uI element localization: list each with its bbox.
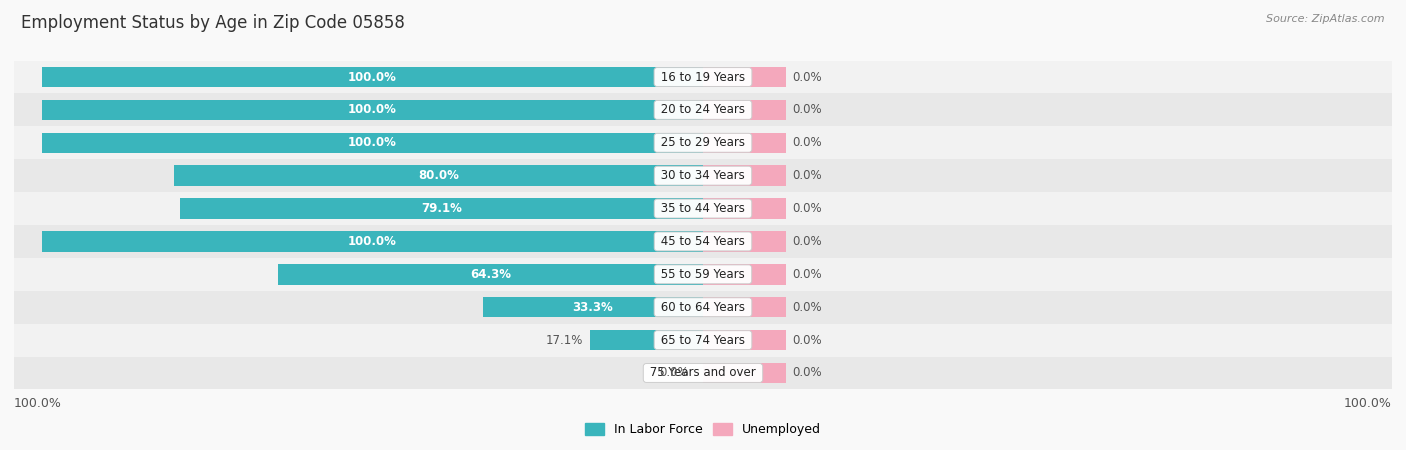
Text: 100.0%: 100.0% [1344, 396, 1392, 410]
Bar [14, 291, 1392, 324]
Bar [14, 126, 1392, 159]
Text: 35 to 44 Years: 35 to 44 Years [657, 202, 749, 215]
Bar [703, 231, 786, 252]
Text: 0.0%: 0.0% [793, 169, 823, 182]
Text: 100.0%: 100.0% [347, 71, 396, 84]
Text: 79.1%: 79.1% [420, 202, 461, 215]
Bar [174, 166, 703, 186]
Bar [591, 330, 703, 350]
Text: 30 to 34 Years: 30 to 34 Years [657, 169, 749, 182]
Bar [278, 264, 703, 284]
Text: Source: ZipAtlas.com: Source: ZipAtlas.com [1267, 14, 1385, 23]
Text: 100.0%: 100.0% [347, 104, 396, 117]
Text: 64.3%: 64.3% [470, 268, 510, 281]
Bar [14, 192, 1392, 225]
Bar [42, 67, 703, 87]
Bar [703, 133, 786, 153]
Text: 33.3%: 33.3% [572, 301, 613, 314]
Bar [482, 297, 703, 317]
Bar [14, 356, 1392, 389]
Text: 100.0%: 100.0% [347, 136, 396, 149]
Text: 0.0%: 0.0% [659, 366, 689, 379]
Bar [42, 133, 703, 153]
Text: 17.1%: 17.1% [546, 333, 583, 346]
Text: 0.0%: 0.0% [793, 202, 823, 215]
Bar [42, 231, 703, 252]
Bar [703, 264, 786, 284]
Text: 0.0%: 0.0% [793, 366, 823, 379]
Bar [703, 166, 786, 186]
Text: 0.0%: 0.0% [793, 104, 823, 117]
Bar [703, 297, 786, 317]
Bar [14, 94, 1392, 126]
Text: 0.0%: 0.0% [793, 136, 823, 149]
Text: 0.0%: 0.0% [793, 268, 823, 281]
Legend: In Labor Force, Unemployed: In Labor Force, Unemployed [581, 418, 825, 441]
Bar [14, 159, 1392, 192]
Text: 100.0%: 100.0% [347, 235, 396, 248]
Text: 0.0%: 0.0% [793, 235, 823, 248]
Text: 0.0%: 0.0% [793, 333, 823, 346]
Bar [14, 258, 1392, 291]
Text: 0.0%: 0.0% [793, 301, 823, 314]
Bar [14, 61, 1392, 94]
Text: 25 to 29 Years: 25 to 29 Years [657, 136, 749, 149]
Text: 20 to 24 Years: 20 to 24 Years [657, 104, 749, 117]
Text: 65 to 74 Years: 65 to 74 Years [657, 333, 749, 346]
Bar [14, 225, 1392, 258]
Text: 16 to 19 Years: 16 to 19 Years [657, 71, 749, 84]
Bar [42, 100, 703, 120]
Bar [703, 363, 786, 383]
Text: 80.0%: 80.0% [418, 169, 458, 182]
Bar [703, 100, 786, 120]
Text: Employment Status by Age in Zip Code 05858: Employment Status by Age in Zip Code 058… [21, 14, 405, 32]
Bar [703, 67, 786, 87]
Text: 0.0%: 0.0% [793, 71, 823, 84]
Bar [180, 198, 703, 219]
Text: 55 to 59 Years: 55 to 59 Years [657, 268, 749, 281]
Text: 75 Years and over: 75 Years and over [647, 366, 759, 379]
Text: 45 to 54 Years: 45 to 54 Years [657, 235, 749, 248]
Text: 100.0%: 100.0% [14, 396, 62, 410]
Bar [703, 330, 786, 350]
Text: 60 to 64 Years: 60 to 64 Years [657, 301, 749, 314]
Bar [14, 324, 1392, 356]
Bar [703, 198, 786, 219]
